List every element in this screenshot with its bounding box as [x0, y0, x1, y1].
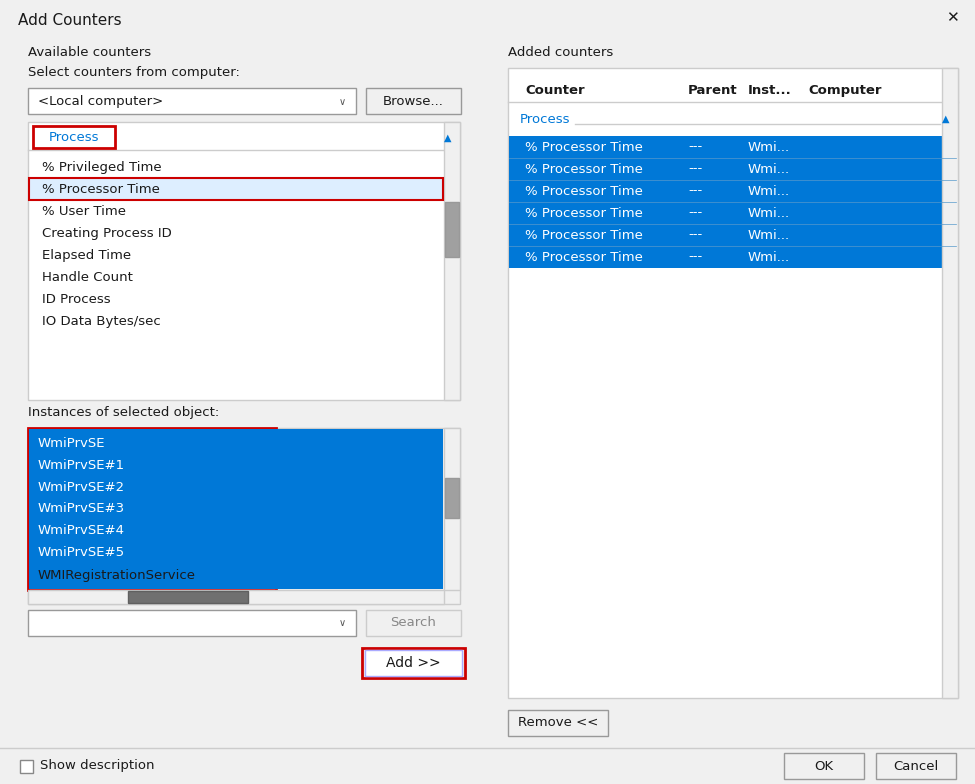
Bar [33, 126, 115, 148]
Text: % Processor Time: % Processor Time [525, 251, 643, 263]
Text: ▲: ▲ [942, 114, 950, 124]
Text: ---: --- [688, 206, 702, 220]
Text: % Processor Time: % Processor Time [525, 228, 643, 241]
Text: OK: OK [814, 760, 834, 772]
Text: ∨: ∨ [338, 618, 345, 628]
Text: WmiPrvSE#4: WmiPrvSE#4 [38, 524, 125, 538]
Text: Creating Process ID: Creating Process ID [42, 227, 172, 239]
Text: % Processor Time: % Processor Time [525, 162, 643, 176]
Text: WmiPrvSE#3: WmiPrvSE#3 [38, 503, 125, 516]
Text: Counter: Counter [525, 84, 585, 96]
Text: <Local computer>: <Local computer> [38, 95, 163, 107]
Text: Wmi...: Wmi... [748, 162, 790, 176]
Text: ---: --- [688, 184, 702, 198]
Bar [445, 202, 459, 257]
Text: % Processor Time: % Processor Time [525, 184, 643, 198]
Bar [28, 590, 444, 604]
Bar [508, 68, 958, 698]
Text: ---: --- [688, 251, 702, 263]
Text: Add >>: Add >> [386, 656, 441, 670]
Text: ▲: ▲ [445, 133, 451, 143]
Text: IO Data Bytes/sec: IO Data Bytes/sec [42, 314, 161, 328]
Bar [509, 224, 957, 246]
Text: WmiPrvSE#5: WmiPrvSE#5 [38, 546, 125, 560]
Text: Select counters from computer:: Select counters from computer: [28, 66, 240, 78]
Text: WmiPrvSE: WmiPrvSE [38, 437, 105, 449]
Text: Computer: Computer [808, 84, 881, 96]
Text: ∨: ∨ [338, 97, 345, 107]
Bar [784, 753, 864, 779]
Text: Process: Process [520, 112, 570, 125]
Text: Wmi...: Wmi... [748, 206, 790, 220]
Bar [28, 428, 276, 590]
Bar [942, 68, 958, 698]
Text: % Processor Time: % Processor Time [525, 206, 643, 220]
Text: Show description: Show description [40, 760, 154, 772]
Text: ---: --- [688, 140, 702, 154]
Bar [509, 180, 957, 202]
Text: Available counters: Available counters [28, 45, 151, 59]
Text: % Processor Time: % Processor Time [525, 140, 643, 154]
Text: WmiPrvSE#2: WmiPrvSE#2 [38, 481, 125, 493]
Text: Add Counters: Add Counters [18, 13, 122, 27]
Text: Instances of selected object:: Instances of selected object: [28, 405, 219, 419]
Text: ID Process: ID Process [42, 292, 110, 306]
Text: Wmi...: Wmi... [748, 251, 790, 263]
Text: Elapsed Time: Elapsed Time [42, 249, 131, 262]
Text: ---: --- [688, 162, 702, 176]
Bar [445, 478, 459, 518]
Text: Process: Process [49, 130, 99, 143]
Bar [28, 88, 356, 114]
Bar [128, 591, 248, 603]
Bar [362, 648, 465, 678]
Bar [509, 136, 957, 158]
Bar [366, 610, 461, 636]
Text: Remove <<: Remove << [518, 717, 599, 729]
Bar [444, 428, 460, 590]
Text: Wmi...: Wmi... [748, 184, 790, 198]
Text: Added counters: Added counters [508, 45, 613, 59]
Bar [508, 710, 608, 736]
Text: Wmi...: Wmi... [748, 228, 790, 241]
Bar [29, 429, 443, 589]
Bar [509, 158, 957, 180]
Text: WmiPrvSE#1: WmiPrvSE#1 [38, 459, 125, 471]
Text: Inst...: Inst... [748, 84, 792, 96]
Text: % Privileged Time: % Privileged Time [42, 161, 162, 173]
Bar [28, 610, 356, 636]
Text: WMIRegistrationService: WMIRegistrationService [38, 568, 196, 582]
Text: Search: Search [390, 616, 436, 630]
Text: Handle Count: Handle Count [42, 270, 133, 284]
Bar [366, 88, 461, 114]
Text: % Processor Time: % Processor Time [42, 183, 160, 195]
Text: % User Time: % User Time [42, 205, 126, 217]
Text: Parent: Parent [688, 84, 738, 96]
Text: Browse...: Browse... [382, 95, 444, 107]
Text: Wmi...: Wmi... [748, 140, 790, 154]
Bar [509, 202, 957, 224]
Bar [876, 753, 956, 779]
Text: ---: --- [688, 228, 702, 241]
Bar [365, 650, 462, 676]
Bar [28, 122, 460, 400]
Bar [29, 178, 443, 200]
Bar [20, 760, 33, 773]
Text: Cancel: Cancel [893, 760, 939, 772]
Bar [444, 122, 460, 400]
Bar [509, 246, 957, 268]
Text: ✕: ✕ [946, 10, 958, 26]
Bar [28, 428, 460, 604]
